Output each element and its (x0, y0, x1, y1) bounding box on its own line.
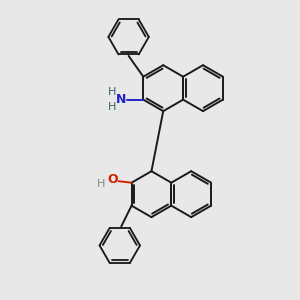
Text: H: H (108, 102, 117, 112)
Text: H: H (97, 179, 106, 189)
Text: N: N (116, 93, 126, 106)
Text: H: H (108, 87, 117, 97)
Text: O: O (107, 172, 118, 186)
